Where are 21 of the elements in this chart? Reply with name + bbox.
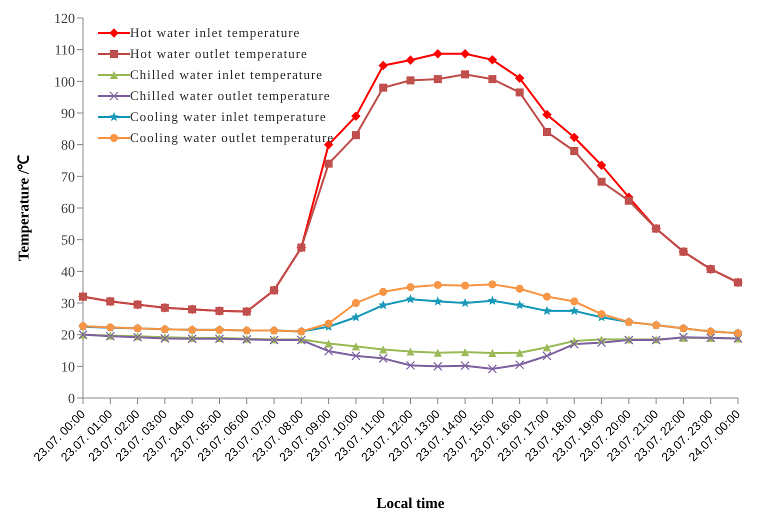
y-tick-label: 80 xyxy=(61,138,75,154)
y-tick-label: 40 xyxy=(61,265,75,280)
y-tick-label: 50 xyxy=(61,234,75,249)
y-tick-label: 100 xyxy=(54,75,75,90)
legend-label: Chilled water inlet temperature xyxy=(130,66,324,82)
legend-label: Cooling water inlet temperature xyxy=(130,108,327,124)
legend-label: Cooling water outlet temperature xyxy=(130,130,334,146)
y-tick-label: 30 xyxy=(61,296,75,312)
y-tick-label: 120 xyxy=(54,12,75,27)
y-tick-label: 20 xyxy=(61,328,75,344)
legend-label: Hot water outlet temperature xyxy=(130,46,308,62)
y-tick-label: 60 xyxy=(61,202,75,217)
y-axis-title: Temperature /℃ xyxy=(16,154,32,262)
y-tick-label: 0 xyxy=(68,392,75,407)
y-tick-label: 10 xyxy=(61,360,75,376)
legend-label: Hot water inlet temperature xyxy=(130,24,300,40)
y-tick-label: 110 xyxy=(54,44,75,59)
y-tick-label: 70 xyxy=(61,170,75,186)
y-tick-label: 90 xyxy=(61,106,75,122)
legend-label: Chilled water outlet temperature xyxy=(130,88,331,104)
x-axis-title: Local time xyxy=(376,496,445,512)
